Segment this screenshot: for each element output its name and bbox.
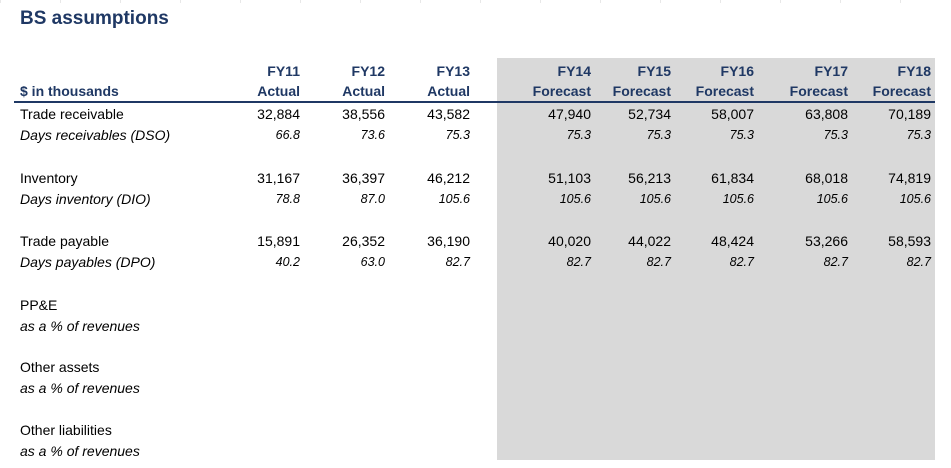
cell-value[interactable]: 75.3 [823,128,848,142]
cell-value[interactable]: 73.6 [360,128,385,142]
col-year[interactable]: FY11 [267,63,300,79]
cell-value[interactable]: 36,397 [342,170,385,186]
cell-value[interactable]: 75.3 [566,128,591,142]
cell-value[interactable]: 43,582 [427,106,470,122]
sheet-title: BS assumptions [20,8,169,29]
row-label[interactable]: Days inventory (DIO) [20,191,151,207]
table-row: Trade receivable 32,884 38,556 43,582 47… [0,105,951,123]
cell-value[interactable]: 53,266 [805,233,848,249]
cell-value[interactable]: 105.6 [639,192,671,206]
col-year[interactable]: FY17 [814,63,848,79]
sheet-gridlines [0,0,951,3]
row-label[interactable]: PP&E [20,297,58,313]
col-type[interactable]: Actual [427,83,470,99]
cell-value[interactable]: 44,022 [628,233,671,249]
col-type[interactable]: Forecast [695,83,754,99]
row-label[interactable]: as a % of revenues [20,318,140,334]
cell-value[interactable]: 66.8 [275,128,300,142]
table-row: Other assets [0,358,951,376]
col-type[interactable]: Forecast [789,83,848,99]
cell-value[interactable]: 87.0 [360,192,385,206]
cell-value[interactable]: 82.7 [729,255,754,269]
table-row: Days payables (DPO) 40.2 63.0 82.7 82.7 … [0,253,951,271]
cell-value[interactable]: 70,189 [888,106,931,122]
cell-value[interactable]: 105.6 [438,192,470,206]
header-type-row: $ in thousands Actual Actual Actual Fore… [0,82,951,100]
cell-value[interactable]: 26,352 [342,233,385,249]
cell-value[interactable]: 58,007 [711,106,754,122]
cell-value[interactable]: 63.0 [360,255,385,269]
cell-value[interactable]: 32,884 [257,106,300,122]
table-row: as a % of revenues [0,442,951,460]
table-row: Inventory 31,167 36,397 46,212 51,103 56… [0,169,951,187]
table-row: Days inventory (DIO) 78.8 87.0 105.6 105… [0,190,951,208]
row-label[interactable]: Other liabilities [20,422,112,438]
header-underline [14,101,935,103]
table-row: Days receivables (DSO) 66.8 73.6 75.3 75… [0,126,951,144]
col-year[interactable]: FY15 [637,63,671,79]
cell-value[interactable]: 46,212 [427,170,470,186]
cell-value[interactable]: 75.3 [729,128,754,142]
cell-value[interactable]: 105.6 [722,192,754,206]
cell-value[interactable]: 56,213 [628,170,671,186]
cell-value[interactable]: 82.7 [646,255,671,269]
cell-value[interactable]: 47,940 [548,106,591,122]
cell-value[interactable]: 31,167 [257,170,300,186]
cell-value[interactable]: 15,891 [257,233,300,249]
col-type[interactable]: Forecast [532,83,591,99]
table-row: Other liabilities [0,421,951,439]
cell-value[interactable]: 105.6 [559,192,591,206]
cell-value[interactable]: 75.3 [646,128,671,142]
cell-value[interactable]: 68,018 [805,170,848,186]
col-year[interactable]: FY13 [436,63,470,79]
table-row: PP&E [0,296,951,314]
cell-value[interactable]: 82.7 [445,255,470,269]
cell-value[interactable]: 75.3 [906,128,931,142]
cell-value[interactable]: 74,819 [888,170,931,186]
row-label[interactable]: Days payables (DPO) [20,254,156,270]
cell-value[interactable]: 82.7 [823,255,848,269]
cell-value[interactable]: 51,103 [548,170,591,186]
col-year[interactable]: FY14 [557,63,591,79]
row-label[interactable]: Inventory [20,170,78,186]
forecast-shading [497,58,935,460]
col-type[interactable]: Forecast [872,83,931,99]
cell-value[interactable]: 105.6 [899,192,931,206]
cell-value[interactable]: 48,424 [711,233,754,249]
cell-value[interactable]: 61,834 [711,170,754,186]
cell-value[interactable]: 38,556 [342,106,385,122]
row-label[interactable]: as a % of revenues [20,443,140,459]
row-label[interactable]: as a % of revenues [20,380,140,396]
cell-value[interactable]: 58,593 [888,233,931,249]
cell-value[interactable]: 52,734 [628,106,671,122]
col-type[interactable]: Forecast [612,83,671,99]
cell-value[interactable]: 40.2 [275,255,300,269]
cell-value[interactable]: 78.8 [275,192,300,206]
col-year[interactable]: FY16 [720,63,754,79]
units-label[interactable]: $ in thousands [20,83,119,99]
row-label[interactable]: Other assets [20,359,100,375]
cell-value[interactable]: 40,020 [548,233,591,249]
cell-value[interactable]: 82.7 [566,255,591,269]
table-row: as a % of revenues [0,379,951,397]
header-year-row: FY11 FY12 FY13 FY14 FY15 FY16 FY17 FY18 [0,62,951,80]
cell-value[interactable]: 75.3 [445,128,470,142]
col-year[interactable]: FY12 [351,63,385,79]
cell-value[interactable]: 105.6 [816,192,848,206]
col-type[interactable]: Actual [257,83,300,99]
table-row: as a % of revenues [0,317,951,335]
cell-value[interactable]: 36,190 [427,233,470,249]
row-label[interactable]: Trade receivable [20,106,124,122]
row-label[interactable]: Days receivables (DSO) [20,127,171,143]
row-label[interactable]: Trade payable [20,233,109,249]
cell-value[interactable]: 63,808 [805,106,848,122]
col-year[interactable]: FY18 [897,63,931,79]
table-row: Trade payable 15,891 26,352 36,190 40,02… [0,232,951,250]
col-type[interactable]: Actual [342,83,385,99]
cell-value[interactable]: 82.7 [906,255,931,269]
